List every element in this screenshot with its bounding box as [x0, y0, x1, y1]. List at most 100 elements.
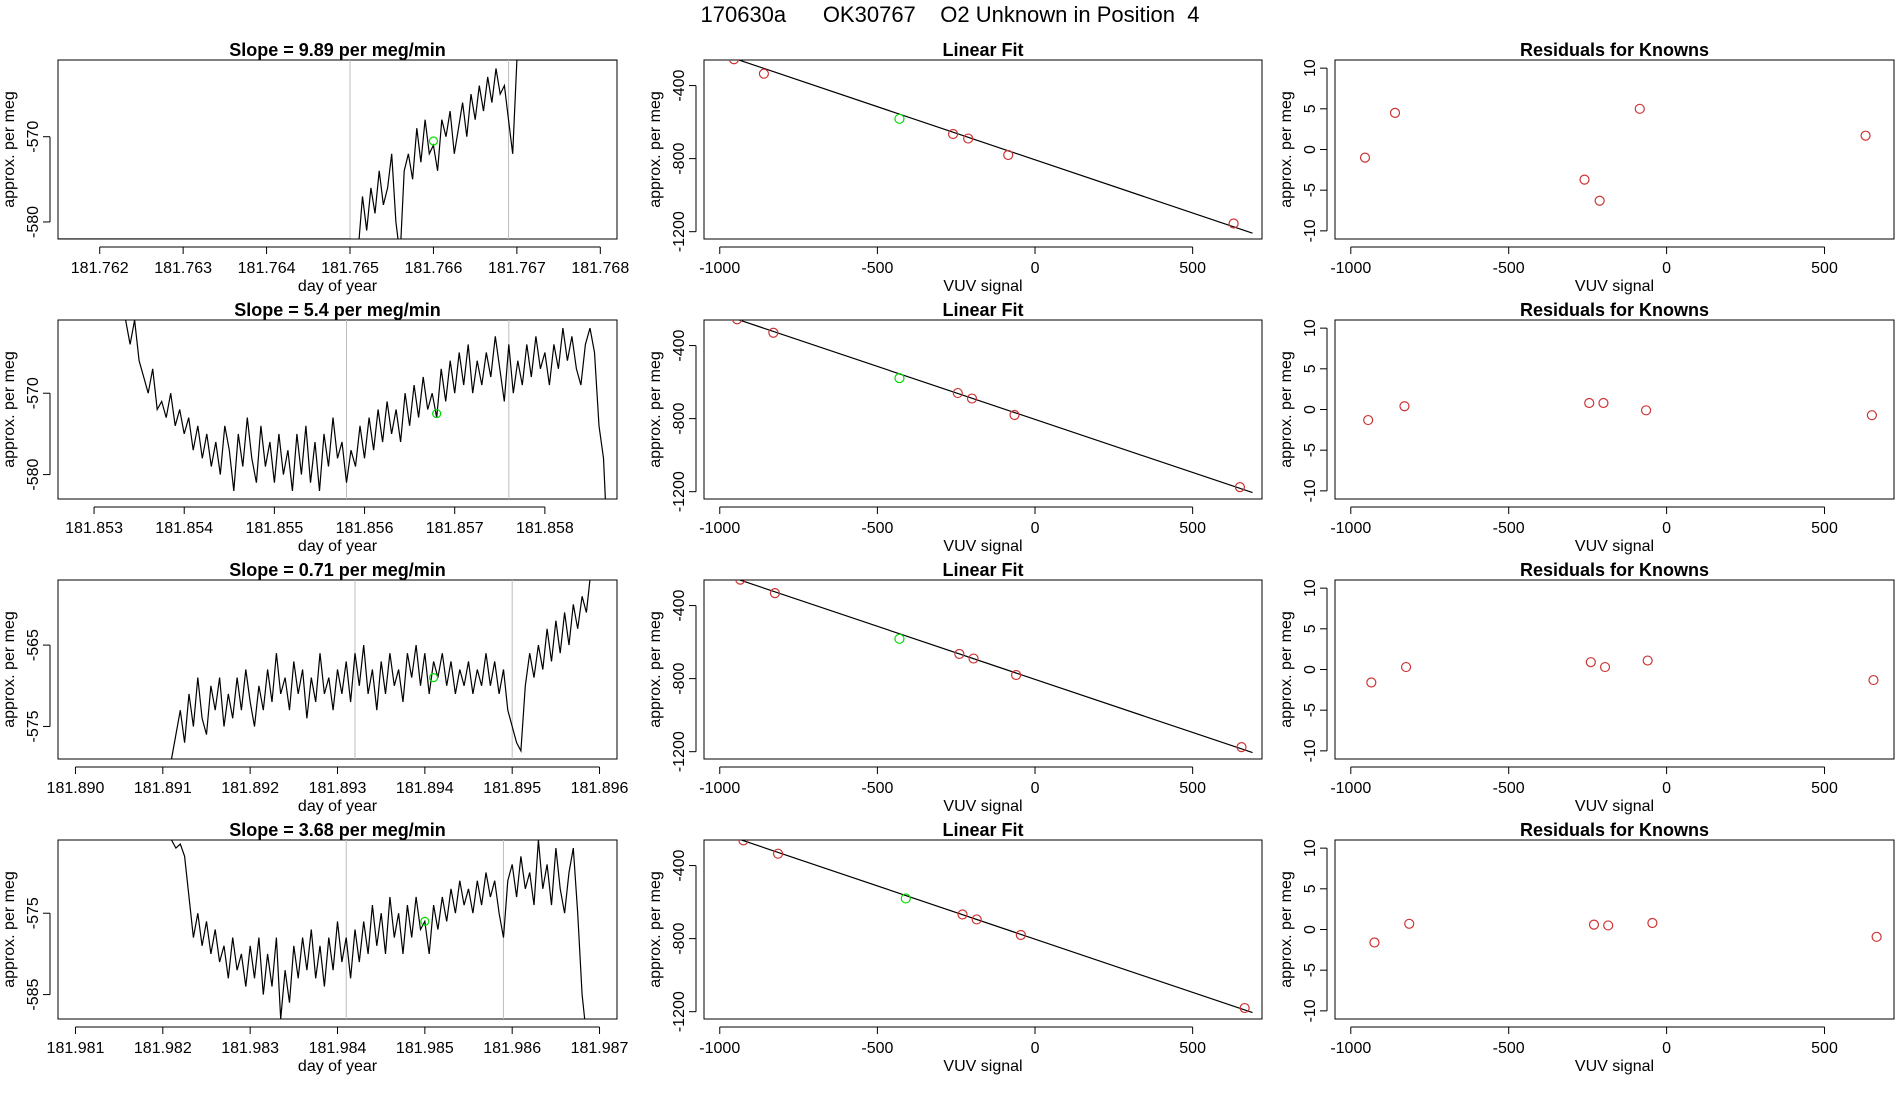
x-tick-label: -1000: [699, 520, 740, 537]
chart-r4c2: Linear Fit -1000 -500 0 500 VUV signal -400 -80…: [647, 820, 1263, 1075]
y-tick-label: -800: [671, 143, 688, 175]
y-axis-label: approx. per meg: [1278, 91, 1295, 208]
known-point: [768, 327, 779, 338]
y-axis: -400 -800 -1200 approx. per meg: [647, 329, 697, 512]
x-tick-label: 181.853: [65, 520, 123, 537]
known-point: [1866, 410, 1877, 421]
plot-frame: [703, 319, 1263, 500]
plot-content: [1366, 655, 1879, 688]
x-tick-label: 181.983: [221, 1040, 279, 1057]
x-tick-label: 181.981: [47, 1040, 105, 1057]
y-axis: 10 5 0 -5 -10 approx. per meg: [1278, 579, 1328, 762]
y-axis-label: approx. per meg: [647, 91, 664, 208]
x-tick-label: 181.893: [309, 780, 367, 797]
known-point: [947, 128, 959, 140]
plot-content: [124, 320, 606, 499]
y-tick-label: -10: [1302, 219, 1319, 242]
y-axis-label: approx. per meg: [647, 871, 664, 988]
chart-title: Residuals for Knowns: [1520, 300, 1709, 320]
y-tick-label: 5: [1302, 884, 1319, 893]
y-axis-label: approx. per meg: [1, 611, 18, 728]
x-tick-label: 181.768: [571, 260, 629, 277]
x-tick-label: 500: [1811, 520, 1838, 537]
x-tick-label: 181.984: [309, 1040, 367, 1057]
fit-line: [737, 320, 1253, 494]
known-point: [966, 393, 978, 404]
plot-frame: [1334, 59, 1895, 240]
y-tick-label: -10: [1302, 479, 1319, 502]
x-tick-label: 500: [1179, 520, 1206, 537]
plot-content: [1359, 103, 1871, 206]
y-tick-label: -1200: [671, 471, 688, 512]
plot-content: [1363, 397, 1877, 426]
y-tick-label: 0: [1302, 145, 1319, 154]
x-axis-label: day of year: [298, 798, 378, 815]
data-series-line: [124, 320, 606, 499]
y-axis: -570 -580 approx. per meg: [1, 351, 51, 491]
x-axis-label: VUV signal: [943, 1058, 1022, 1075]
fit-line: [739, 840, 1253, 1014]
x-tick-label: 500: [1179, 780, 1206, 797]
known-point: [1236, 742, 1247, 753]
x-axis-label: VUV signal: [1575, 798, 1654, 815]
x-tick-label: -1000: [699, 780, 740, 797]
known-point: [1359, 152, 1371, 163]
x-tick-label: 0: [1662, 260, 1671, 277]
chart-r2c2: Linear Fit -1000 -500 0 500 VUV signal -400 -80…: [647, 300, 1263, 555]
y-tick-label: -565: [25, 629, 42, 661]
x-tick-label: -1000: [699, 1040, 740, 1057]
x-axis: -1000 -500 0 500 VUV signal: [699, 1026, 1206, 1075]
known-point: [1363, 414, 1374, 426]
y-tick-label: -800: [671, 663, 688, 695]
y-tick-label: 0: [1302, 405, 1319, 414]
known-point: [1603, 920, 1614, 931]
known-point: [1579, 174, 1590, 185]
chart-r2c3: Residuals for Knowns -1000 -500 0 500 VUV sig…: [1278, 300, 1895, 555]
x-tick-label: 500: [1179, 260, 1206, 277]
x-tick-label: 181.891: [134, 780, 192, 797]
known-point: [1868, 674, 1879, 686]
y-tick-label: -800: [671, 403, 688, 435]
known-point: [1369, 937, 1380, 948]
x-tick-label: 0: [1662, 780, 1671, 797]
y-tick-label: -585: [25, 978, 42, 1010]
known-point: [769, 588, 781, 599]
x-axis-label: day of year: [298, 278, 378, 295]
x-tick-label: 181.767: [488, 260, 546, 277]
known-point: [1389, 107, 1401, 118]
chart-r3c2: Linear Fit -1000 -500 0 500 VUV signal -400 -80…: [647, 560, 1263, 815]
y-axis-label: approx. per meg: [1278, 611, 1295, 728]
plot-content: [170, 580, 591, 759]
known-point: [1399, 401, 1410, 412]
x-tick-label: 181.982: [134, 1040, 192, 1057]
x-tick-label: 181.856: [336, 520, 394, 537]
y-tick-label: -5: [1302, 963, 1319, 977]
y-axis-label: approx. per meg: [647, 611, 664, 728]
known-point: [1871, 931, 1882, 942]
x-axis: -1000 -500 0 500 VUV signal: [1330, 766, 1838, 815]
plot-frame: [703, 839, 1263, 1020]
unknown-point: [428, 673, 439, 683]
y-tick-label: -400: [671, 329, 688, 361]
y-tick-label: 0: [1302, 925, 1319, 934]
y-tick-label: -1200: [671, 211, 688, 252]
x-axis-label: VUV signal: [943, 278, 1022, 295]
y-tick-label: -5: [1302, 703, 1319, 717]
plot-frame: [57, 319, 618, 500]
x-axis-label: VUV signal: [943, 538, 1022, 555]
x-axis-label: day of year: [298, 538, 378, 555]
x-tick-label: 181.766: [405, 260, 463, 277]
known-point: [1860, 130, 1871, 141]
y-tick-label: -10: [1302, 999, 1319, 1022]
y-tick-label: 5: [1302, 624, 1319, 633]
unknown-point: [894, 372, 905, 384]
known-point: [1598, 397, 1609, 409]
known-point: [1594, 195, 1605, 206]
known-point: [1599, 661, 1611, 673]
known-point: [1634, 103, 1645, 114]
y-axis-label: approx. per meg: [1278, 351, 1295, 468]
y-tick-label: -5: [1302, 183, 1319, 197]
known-point: [1228, 218, 1239, 229]
y-tick-label: -575: [25, 897, 42, 929]
unknown-point: [428, 136, 439, 146]
